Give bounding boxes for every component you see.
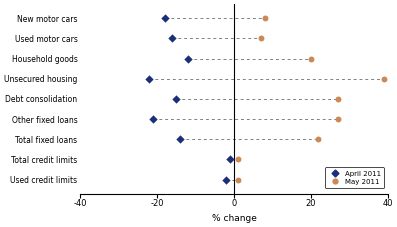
Point bbox=[150, 117, 156, 121]
Point bbox=[315, 138, 322, 141]
Point bbox=[227, 158, 233, 161]
Point bbox=[381, 77, 387, 81]
Point bbox=[308, 57, 314, 60]
Point bbox=[223, 178, 229, 181]
Point bbox=[185, 57, 191, 60]
Legend: April 2011, May 2011: April 2011, May 2011 bbox=[325, 167, 384, 188]
Point bbox=[235, 178, 241, 181]
Point bbox=[335, 97, 341, 101]
Point bbox=[262, 17, 268, 20]
Point bbox=[258, 37, 264, 40]
Point bbox=[335, 117, 341, 121]
Point bbox=[162, 17, 168, 20]
X-axis label: % change: % change bbox=[212, 214, 256, 223]
Point bbox=[146, 77, 152, 81]
Point bbox=[235, 158, 241, 161]
Point bbox=[173, 97, 179, 101]
Point bbox=[177, 138, 183, 141]
Point bbox=[170, 37, 176, 40]
